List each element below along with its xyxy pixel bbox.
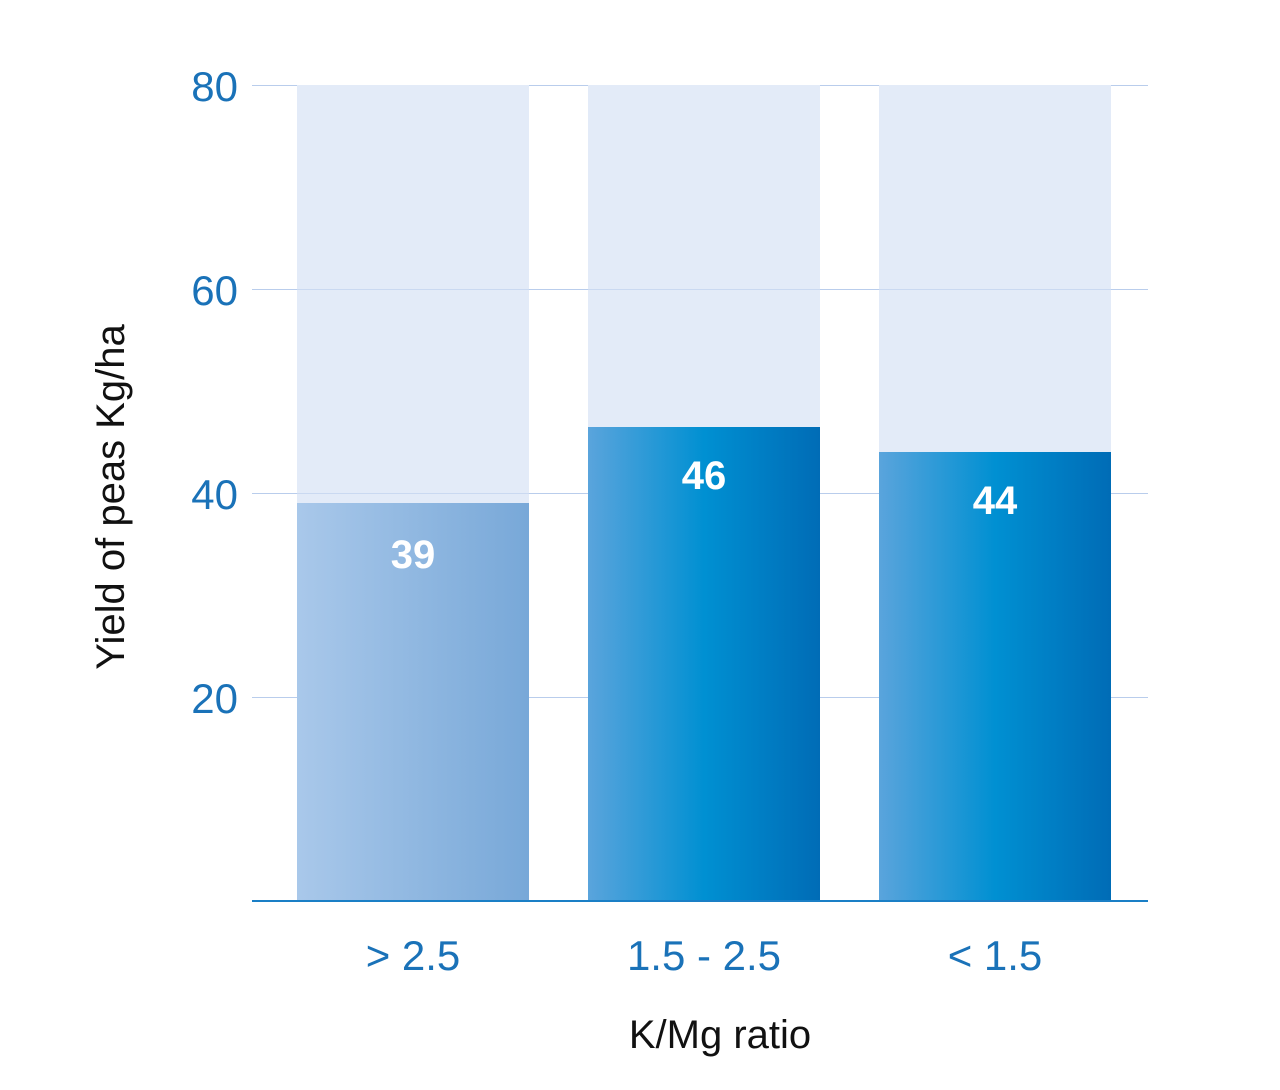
x-tick-1-5-to-2-5: 1.5 - 2.5 (626, 932, 782, 979)
y-tick-80: 80 (191, 63, 238, 110)
bar-lt-1-5[interactable]: 44 (879, 452, 1111, 900)
y-tick-40: 40 (191, 471, 238, 518)
x-tick-gt-2-5: > 2.5 (365, 932, 461, 979)
x-axis-title: K/Mg ratio (628, 1013, 812, 1057)
y-tick-20: 20 (191, 675, 238, 722)
gridline-overlay-60 (252, 289, 1148, 290)
bar-1-5-to-2-5[interactable]: 46 (588, 427, 820, 900)
bar-value-label: 46 (681, 454, 727, 498)
x-axis-line (252, 900, 1148, 902)
x-tick-lt-1-5: < 1.5 (947, 932, 1043, 979)
bar-gt-2-5[interactable]: 39 (297, 503, 529, 900)
y-tick-60: 60 (191, 267, 238, 314)
bar-value-label: 44 (972, 479, 1018, 523)
bar-value-label: 39 (390, 533, 436, 577)
y-axis-title: Yield of peas Kg/ha (89, 324, 133, 670)
